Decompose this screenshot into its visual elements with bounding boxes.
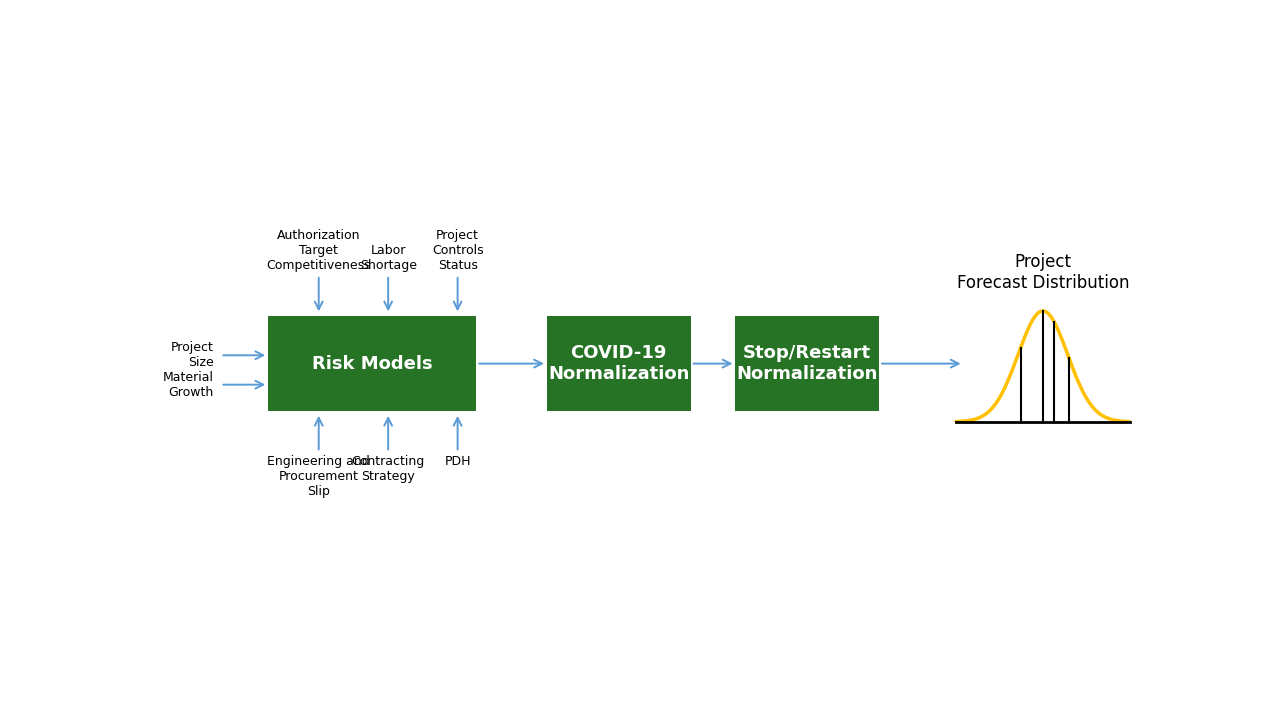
Text: Project
Controls
Status: Project Controls Status xyxy=(431,229,484,272)
Text: Risk Models: Risk Models xyxy=(312,354,433,373)
FancyBboxPatch shape xyxy=(735,317,879,410)
Text: Project
Size: Project Size xyxy=(170,341,214,369)
Text: Labor
Shortage: Labor Shortage xyxy=(360,244,417,272)
Text: Material
Growth: Material Growth xyxy=(163,371,214,399)
Text: PDH: PDH xyxy=(444,455,471,468)
Text: Stop/Restart
Normalization: Stop/Restart Normalization xyxy=(736,344,878,383)
Text: Engineering and
Procurement
Slip: Engineering and Procurement Slip xyxy=(268,455,370,498)
FancyBboxPatch shape xyxy=(268,317,476,410)
FancyBboxPatch shape xyxy=(547,317,691,410)
Text: Project
Forecast Distribution: Project Forecast Distribution xyxy=(956,253,1129,292)
Text: Authorization
Target
Competitiveness: Authorization Target Competitiveness xyxy=(266,229,371,272)
Text: Contracting
Strategy: Contracting Strategy xyxy=(352,455,425,483)
Text: COVID-19
Normalization: COVID-19 Normalization xyxy=(548,344,690,383)
